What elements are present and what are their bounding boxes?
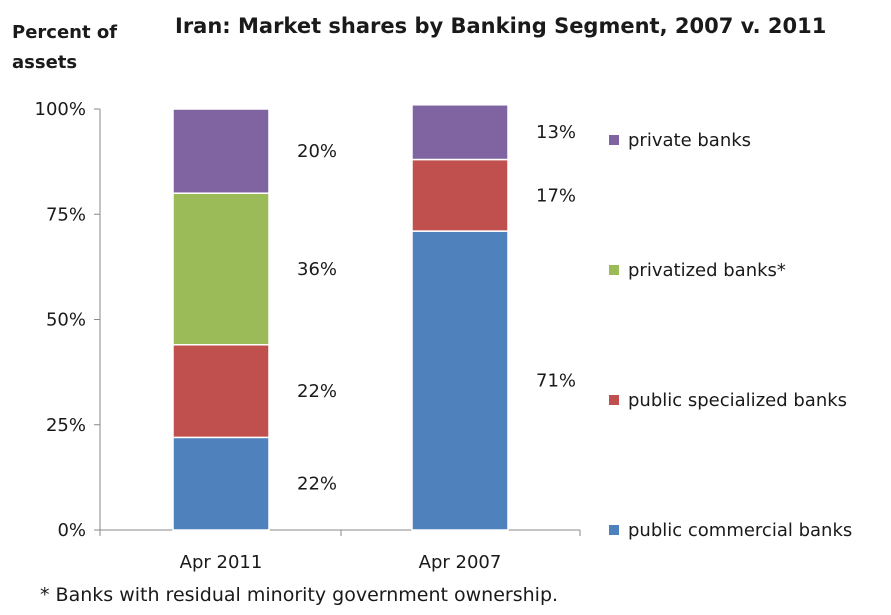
y-tick-label: 25% xyxy=(46,415,86,436)
bar-segment xyxy=(411,230,509,531)
bar-segment xyxy=(172,108,270,194)
footnote: * Banks with residual minority governmen… xyxy=(40,584,559,606)
legend-swatch xyxy=(609,135,619,145)
y-tick-label: 100% xyxy=(35,99,86,120)
legend-label: private banks xyxy=(628,130,751,151)
bar-segment xyxy=(172,192,270,346)
legend-label: public specialized banks xyxy=(628,390,847,411)
bar-segment xyxy=(172,436,270,531)
y-axis-title: Percent of assets xyxy=(12,22,118,73)
bar-segment xyxy=(411,158,509,232)
y-tick-label: 50% xyxy=(46,310,86,331)
chart-title: Iran: Market shares by Banking Segment, … xyxy=(175,14,827,38)
data-label: 17% xyxy=(536,185,576,206)
y-tick-label: 75% xyxy=(46,204,86,225)
x-tick-label: Apr 2011 xyxy=(180,552,263,573)
data-label: 36% xyxy=(297,259,337,280)
x-tick-label: Apr 2007 xyxy=(419,552,502,573)
data-label: 22% xyxy=(297,381,337,402)
data-label: 71% xyxy=(536,371,576,392)
data-label: 22% xyxy=(297,474,337,495)
legend-swatch xyxy=(609,265,619,275)
data-label: 13% xyxy=(536,122,576,143)
data-label: 20% xyxy=(297,141,337,162)
legend-label: public commercial banks xyxy=(628,520,852,541)
y-tick-label: 0% xyxy=(57,520,86,541)
bar-segment xyxy=(172,344,270,439)
legend-swatch xyxy=(609,525,619,535)
legend-swatch xyxy=(609,395,619,405)
legend-label: privatized banks* xyxy=(628,260,786,281)
bar-segment xyxy=(411,104,509,161)
